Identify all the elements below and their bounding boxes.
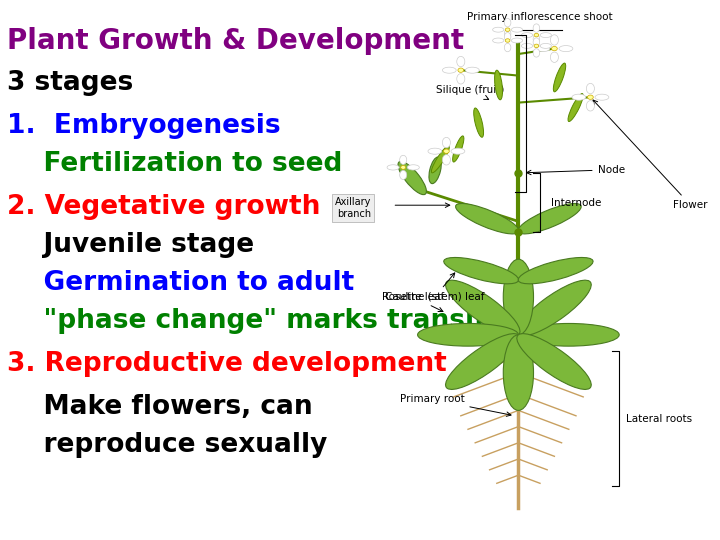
Ellipse shape [503,335,534,410]
Circle shape [444,149,449,153]
Text: Juvenile stage: Juvenile stage [7,232,254,258]
Text: Cauline (stem) leaf: Cauline (stem) leaf [385,273,485,302]
Text: Fertilization to seed: Fertilization to seed [7,151,343,177]
Ellipse shape [559,45,573,52]
Ellipse shape [504,43,511,52]
Text: Flower: Flower [593,100,708,210]
Text: Primary inflorescence shoot: Primary inflorescence shoot [467,11,613,22]
Ellipse shape [517,334,591,389]
Ellipse shape [453,136,464,162]
Ellipse shape [446,334,520,389]
Ellipse shape [456,73,465,84]
Ellipse shape [521,32,533,38]
Ellipse shape [503,259,534,335]
Ellipse shape [518,323,619,346]
Ellipse shape [504,18,511,27]
Ellipse shape [595,94,609,100]
Ellipse shape [540,43,552,49]
Ellipse shape [572,94,586,100]
Ellipse shape [442,137,451,148]
Text: Plant Growth & Development: Plant Growth & Development [7,27,464,55]
Ellipse shape [586,83,595,94]
Ellipse shape [518,258,593,284]
Ellipse shape [517,280,591,336]
Ellipse shape [586,100,595,111]
Ellipse shape [504,32,511,41]
Text: Make flowers, can: Make flowers, can [7,394,312,420]
Circle shape [534,44,539,48]
Ellipse shape [408,165,419,170]
Ellipse shape [511,38,523,43]
Ellipse shape [428,148,442,154]
Circle shape [534,33,539,37]
Ellipse shape [554,63,566,92]
Ellipse shape [431,146,449,173]
Ellipse shape [518,204,581,234]
Ellipse shape [540,32,552,38]
Circle shape [458,68,464,72]
Ellipse shape [521,43,533,49]
Ellipse shape [400,171,407,179]
Text: Silique (fruit): Silique (fruit) [436,85,504,99]
Text: Node: Node [526,165,625,175]
Ellipse shape [474,108,484,137]
Ellipse shape [492,27,504,32]
Text: Axillary
branch: Axillary branch [334,197,371,219]
Text: Lateral roots: Lateral roots [626,414,693,423]
Circle shape [552,46,557,51]
Ellipse shape [456,204,519,234]
Circle shape [400,166,405,170]
Ellipse shape [442,67,456,73]
Ellipse shape [533,38,540,46]
Text: "phase change" marks transition: "phase change" marks transition [7,308,533,334]
Ellipse shape [442,154,451,165]
Ellipse shape [536,45,550,52]
Ellipse shape [387,165,399,170]
Ellipse shape [456,56,465,67]
Text: 3. Reproductive development: 3. Reproductive development [7,351,447,377]
Ellipse shape [533,35,540,43]
Ellipse shape [533,49,540,57]
Text: Germination to adult: Germination to adult [7,270,354,296]
Ellipse shape [511,27,523,32]
Text: 1.  Embryogenesis: 1. Embryogenesis [7,113,281,139]
Text: Rosette leaf: Rosette leaf [382,292,444,312]
Ellipse shape [550,52,559,63]
Ellipse shape [398,161,426,194]
Text: 3 stages: 3 stages [7,70,133,96]
Ellipse shape [400,156,407,164]
Ellipse shape [550,35,559,45]
Text: Internode: Internode [551,198,601,207]
Ellipse shape [451,148,465,154]
Ellipse shape [495,70,503,100]
Text: reproduce sexually: reproduce sexually [7,432,328,458]
Circle shape [505,28,510,31]
Ellipse shape [418,323,518,346]
Ellipse shape [429,157,441,184]
Text: 2. Vegetative growth: 2. Vegetative growth [7,194,320,220]
Ellipse shape [446,280,520,336]
Text: Primary root: Primary root [400,394,511,416]
Circle shape [588,95,593,99]
Ellipse shape [568,93,583,122]
Ellipse shape [492,38,504,43]
Ellipse shape [533,24,540,32]
Ellipse shape [444,258,518,284]
Ellipse shape [465,67,480,73]
Circle shape [505,39,510,42]
Ellipse shape [504,29,511,38]
